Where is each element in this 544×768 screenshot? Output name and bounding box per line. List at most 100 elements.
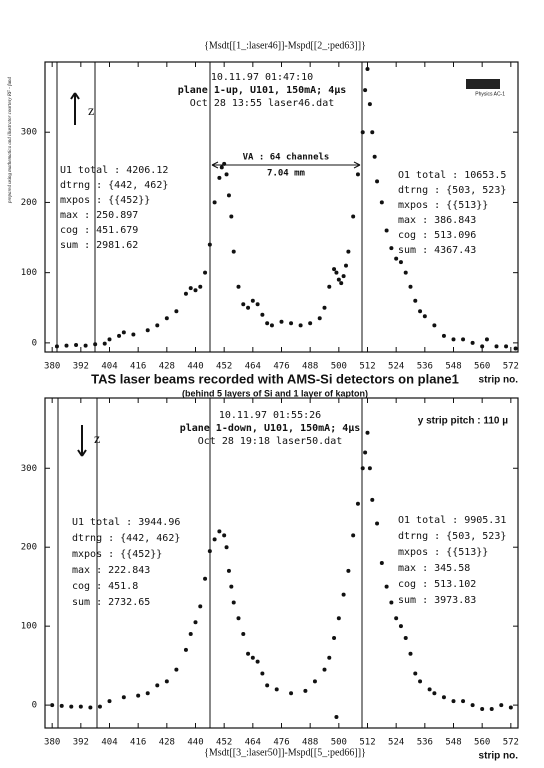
data-point [97,704,102,709]
x-tick-label: 416 [130,738,146,748]
data-point [341,274,346,279]
va-length: 7.04 mm [267,169,306,179]
x-tick-label: 440 [187,362,203,372]
data-point [394,256,399,261]
data-point [212,200,217,205]
data-point [394,616,399,621]
y-tick-label: 300 [21,464,37,474]
data-point [341,592,346,597]
data-point [322,667,327,672]
left-stat: U1 total : 4206.12 [60,165,168,176]
data-point [107,699,112,704]
y-tick-label: 300 [21,128,37,138]
data-point [372,154,377,159]
data-point [131,332,136,337]
left-stat: U1 total : 3944.96 [72,517,180,528]
x-tick-label: 572 [503,362,519,372]
marker-lines [56,62,363,728]
data-point [69,704,74,709]
y-tick-label: 100 [21,622,37,632]
data-point [365,430,370,435]
data-point [198,604,203,609]
data-point [193,620,198,625]
x-tick-label: 536 [417,362,433,372]
data-point [117,333,122,338]
data-point [207,549,212,554]
x-tick-label: 560 [474,738,490,748]
right-stat: max : 386.843 [398,215,476,226]
data-point [203,576,208,581]
data-point [303,688,308,693]
data-point [107,337,112,342]
data-point [432,323,437,328]
y-tick-label: 0 [32,338,37,348]
data-point [224,172,229,177]
data-point [384,584,389,589]
x-tick-label: 548 [445,738,461,748]
data-point [78,704,83,709]
data-point [461,699,466,704]
data-point [336,616,341,621]
info-line: 10.11.97 01:55:26 [219,410,321,421]
data-point [363,450,368,455]
data-point [363,88,368,93]
data-point [88,705,93,710]
data-point [360,130,365,135]
x-tick-label: 524 [388,738,404,748]
header: {Msdt[[1_:laser46]]-Mspd[[2_:ped63]]} [204,40,366,51]
left-stat: dtrng : {442, 462} [60,180,168,191]
x-tick-label: 572 [503,738,519,748]
data-point [255,302,260,307]
data-point [480,344,485,349]
right-stat: O1 total : 10653.5 [398,170,506,181]
data-point [375,179,380,184]
data-point [370,130,375,135]
data-point [334,714,339,719]
data-point [164,679,169,684]
data-point [93,342,98,347]
right-stat: mxpos : {{513}} [398,200,488,211]
data-point [418,309,423,314]
data-point [279,319,284,324]
data-point [174,309,179,314]
data-point [246,651,251,656]
data-point [236,284,241,289]
data-point [217,529,222,534]
data-point [413,298,418,303]
data-point [332,267,337,272]
x-tick-label: 380 [44,738,60,748]
logo-text: Physics AC-1 [475,91,505,97]
data-point [226,193,231,198]
data-point [222,533,227,538]
data-point [217,175,222,180]
right-stat: sum : 3973.83 [398,595,476,606]
data-point [360,466,365,471]
data-point [260,671,265,676]
x-tick-label: 464 [245,738,261,748]
x-tick-label: 536 [417,738,433,748]
data-point [375,521,380,526]
y-tick-label: 0 [32,701,37,711]
left-stat: sum : 2732.65 [72,597,150,608]
x-tick-label: 452 [216,362,232,372]
data-point [188,286,193,291]
data-point [193,288,198,293]
data-point [365,67,370,72]
x-tick-label: 392 [73,738,89,748]
data-point [351,214,356,219]
data-point [236,616,241,621]
data-point [461,337,466,342]
data-point [207,242,212,247]
data-point [408,651,413,656]
data-point [370,497,375,502]
footer: {Msdt[[3_:laser50]]-Mspd[[5_:ped66]]} [204,747,366,758]
data-point [265,321,270,326]
data-point [379,561,384,565]
data-point [504,344,509,349]
right-stat: dtrng : {503, 523} [398,531,506,542]
data-point [155,683,160,688]
data-point [203,270,208,275]
data-point [224,545,229,550]
x-tick-label: 488 [302,362,318,372]
x-tick-label: 560 [474,362,490,372]
